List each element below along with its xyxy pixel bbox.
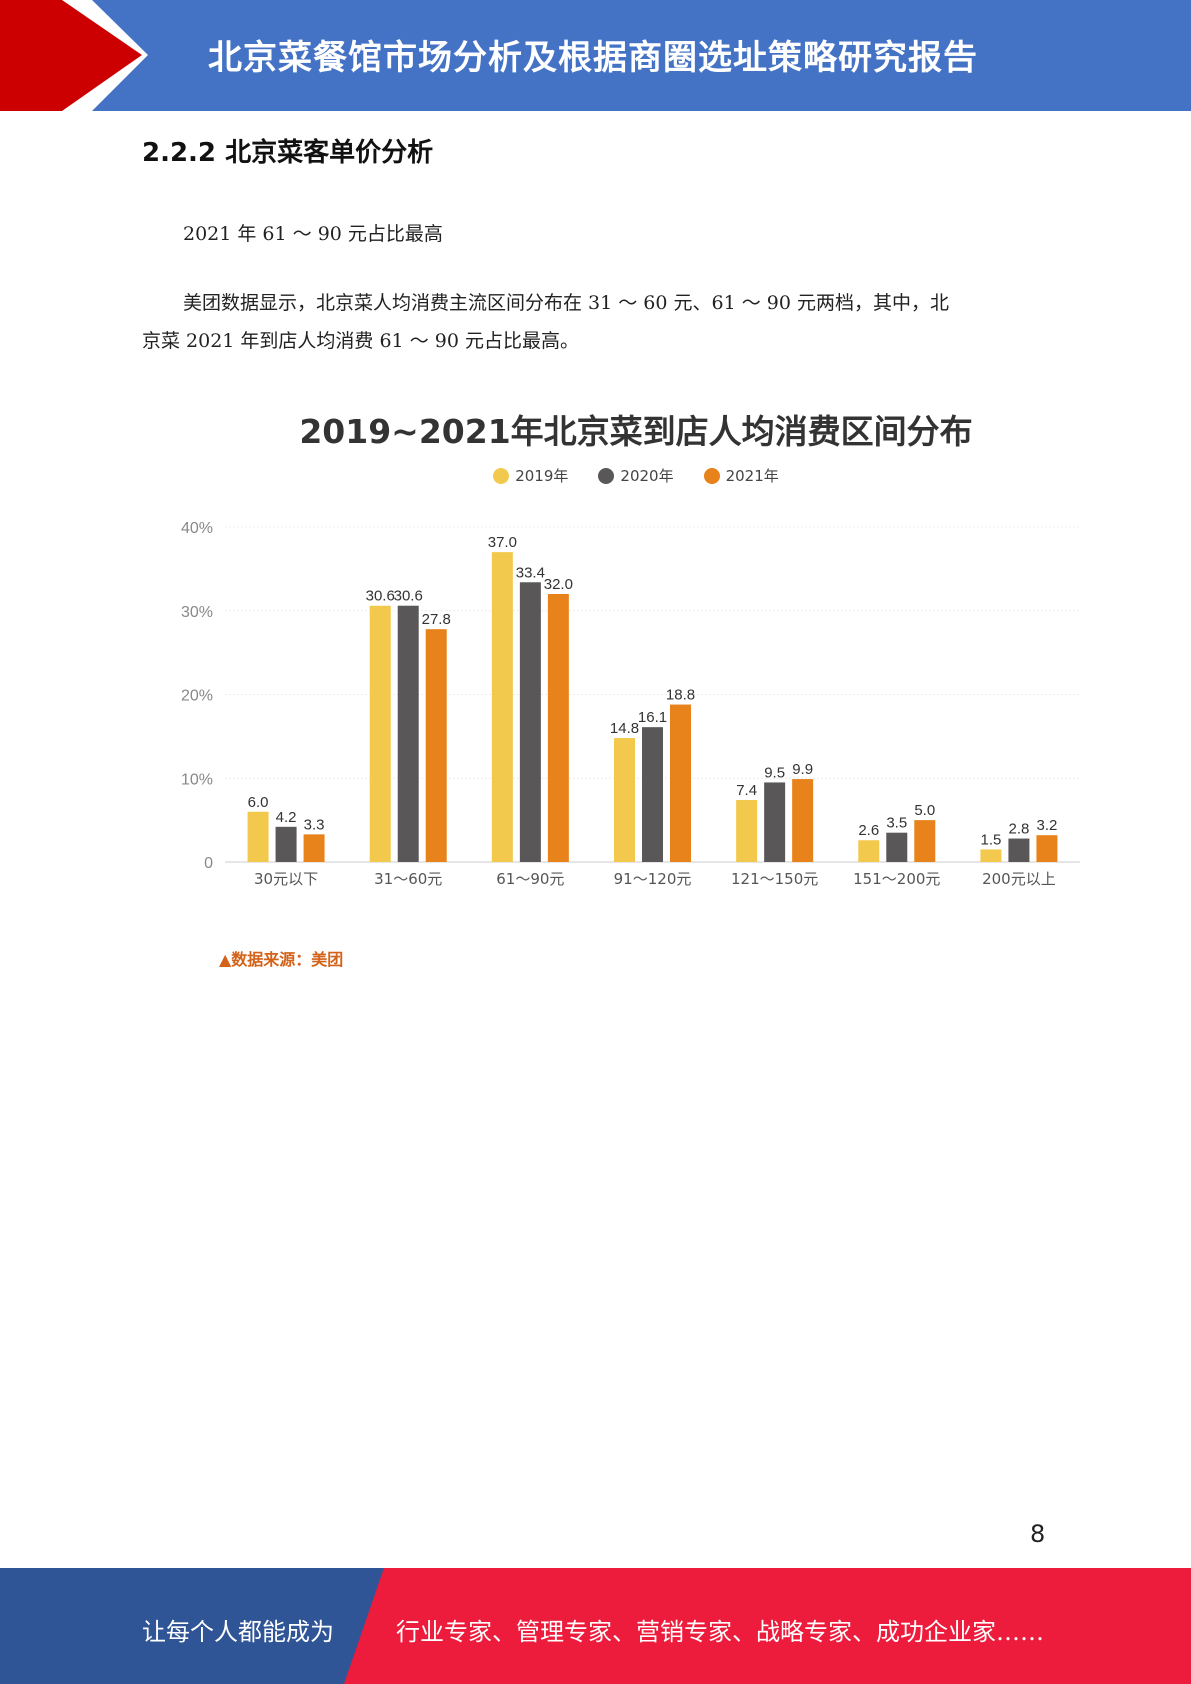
subheading-text: 2021 年 61 ～ 90 元占比最高 [183, 223, 443, 245]
y-tick-label: 10% [181, 771, 213, 788]
data-label: 30.6 [394, 588, 423, 605]
data-label: 14.8 [610, 720, 639, 737]
legend-swatch-2020 [598, 467, 615, 484]
bar [303, 834, 325, 862]
legend-label-2021: 2021年 [725, 467, 779, 485]
data-label: 4.2 [276, 809, 297, 826]
data-label: 16.1 [638, 709, 667, 726]
bar [369, 605, 391, 862]
bar [764, 782, 786, 862]
footer-slogan-left: 让每个人都能成为 [142, 1618, 334, 1646]
legend-label-2020: 2020年 [620, 467, 674, 485]
bar [1008, 838, 1030, 862]
section-heading: 2.2.2 北京菜客单价分析 [142, 138, 434, 168]
footer-slogan-right: 行业专家、管理专家、营销专家、战略专家、成功企业家…… [396, 1618, 1044, 1646]
y-tick-label: 40% [181, 520, 213, 537]
chart-title: 2019~2021年北京菜到店人均消费区间分布 [299, 412, 973, 451]
chart-plot-area: 0 10% 20% 30% 40% 6.0 4.2 3.3 30元以下 30.630.6 27.8 3… [181, 520, 1080, 888]
x-tick-label: 200元以上 [982, 870, 1056, 888]
report-title: 北京菜餐馆市场分析及根据商圈选址策略研究报告 [208, 38, 978, 78]
bar [247, 811, 269, 862]
legend-swatch-2021 [703, 467, 720, 484]
bar [670, 704, 691, 862]
data-label: 3.5 [886, 815, 907, 832]
data-label: 3.3 [304, 816, 325, 833]
data-label: 9.5 [764, 764, 785, 781]
legend-item-2019: 2019年 [493, 465, 568, 486]
bar [425, 629, 447, 862]
x-tick-label: 30元以下 [254, 870, 318, 888]
bar [519, 582, 541, 862]
x-tick-label: 31～60元 [374, 870, 442, 888]
bar [642, 727, 663, 862]
data-label: 32.0 [544, 576, 573, 593]
data-label: 2.6 [858, 822, 879, 839]
header-arrow-decoration [0, 0, 148, 111]
y-tick-label: 30% [181, 604, 213, 621]
data-label: 3.2 [1036, 817, 1057, 834]
data-label: 5.0 [914, 802, 935, 819]
body-text-line-1: 美团数据显示，北京菜人均消费主流区间分布在 31 ～ 60 元、61 ～ 90 … [183, 292, 949, 314]
data-label: 30.6 [366, 588, 395, 605]
x-tick-label: 121～150元 [731, 870, 818, 888]
bar [547, 594, 569, 862]
y-tick-label: 20% [181, 688, 213, 705]
bar [858, 840, 880, 862]
page-header: 北京菜餐馆市场分析及根据商圈选址策略研究报告 [0, 0, 1191, 111]
bar [886, 832, 908, 862]
bar [1036, 835, 1058, 862]
bar [397, 605, 419, 862]
bar [736, 800, 758, 862]
body-text-line-2: 京菜 2021 年到店人均消费 61 ～ 90 元占比最高。 [142, 330, 579, 352]
data-label: 2.8 [1008, 821, 1029, 838]
data-label: 7.4 [736, 782, 757, 799]
bar [980, 849, 1002, 862]
bar-chart: 2019~2021年北京菜到店人均消费区间分布 2019年 2020年 2021… [180, 385, 1092, 975]
data-label: 1.5 [980, 831, 1001, 848]
data-label: 9.9 [792, 761, 813, 778]
data-label: 33.4 [516, 564, 545, 581]
page-footer: 让每个人都能成为 行业专家、管理专家、营销专家、战略专家、成功企业家…… [0, 1568, 1191, 1684]
y-tick-label: 0 [204, 855, 213, 872]
x-tick-label: 91～120元 [614, 870, 692, 888]
legend-swatch-2019 [493, 467, 510, 484]
legend-label-2019: 2019年 [515, 467, 569, 485]
data-label: 6.0 [248, 794, 269, 811]
bar [914, 820, 936, 862]
bar [491, 552, 513, 862]
legend-item-2020: 2020年 [598, 465, 674, 486]
data-label: 18.8 [666, 687, 695, 704]
bar [792, 779, 814, 862]
x-tick-label: 151～200元 [853, 870, 940, 888]
footer-background [0, 1568, 1191, 1684]
data-label: 27.8 [422, 611, 451, 628]
bar [614, 738, 635, 862]
legend-item-2021: 2021年 [703, 465, 779, 486]
page-number: 8 [1030, 1520, 1046, 1548]
data-source-note: ▲数据来源：美团 [219, 950, 344, 969]
chart-legend: 2019年 2020年 2021年 [180, 465, 1092, 486]
bar [275, 826, 297, 862]
x-tick-label: 61～90元 [496, 870, 564, 888]
data-label: 37.0 [488, 534, 517, 551]
